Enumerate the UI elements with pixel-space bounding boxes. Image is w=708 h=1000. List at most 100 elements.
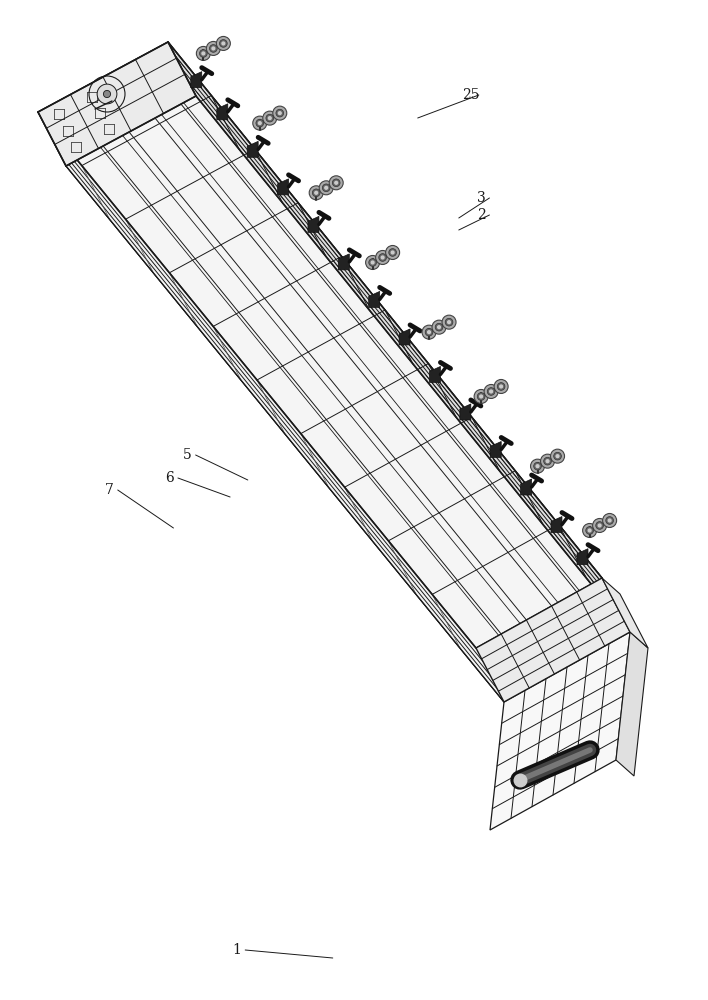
Circle shape (312, 189, 320, 197)
Circle shape (253, 116, 267, 130)
Circle shape (438, 326, 440, 329)
Circle shape (381, 256, 384, 259)
Polygon shape (217, 104, 228, 120)
Polygon shape (399, 329, 410, 345)
Circle shape (442, 315, 456, 329)
Circle shape (445, 318, 453, 326)
Circle shape (487, 388, 495, 395)
Circle shape (426, 328, 433, 336)
Circle shape (428, 331, 430, 334)
Polygon shape (38, 42, 602, 648)
Circle shape (273, 106, 287, 120)
Circle shape (544, 457, 552, 465)
Polygon shape (476, 578, 630, 702)
Circle shape (540, 454, 554, 468)
Text: 1: 1 (233, 943, 241, 957)
Circle shape (447, 321, 450, 324)
Circle shape (494, 379, 508, 393)
Circle shape (497, 383, 505, 390)
Polygon shape (38, 42, 196, 166)
Text: 6: 6 (166, 471, 174, 485)
Circle shape (593, 518, 607, 532)
Circle shape (202, 52, 205, 55)
Polygon shape (520, 479, 532, 495)
Circle shape (222, 42, 224, 45)
Polygon shape (66, 96, 630, 702)
Circle shape (263, 111, 277, 125)
Polygon shape (338, 254, 349, 270)
Text: 5: 5 (183, 448, 192, 462)
Circle shape (325, 186, 328, 189)
Polygon shape (247, 141, 258, 157)
Circle shape (586, 527, 593, 534)
Circle shape (598, 524, 601, 527)
Circle shape (278, 112, 281, 115)
Circle shape (500, 385, 503, 388)
Circle shape (369, 259, 377, 266)
Polygon shape (278, 179, 289, 195)
Circle shape (212, 47, 215, 50)
Circle shape (376, 250, 389, 264)
Polygon shape (308, 216, 319, 232)
Text: 25: 25 (462, 88, 479, 102)
Circle shape (435, 323, 443, 331)
Circle shape (583, 523, 597, 537)
Circle shape (477, 393, 485, 400)
Circle shape (210, 45, 217, 52)
Circle shape (276, 109, 284, 117)
Circle shape (432, 320, 446, 334)
Polygon shape (430, 366, 440, 382)
Circle shape (551, 449, 564, 463)
Circle shape (490, 390, 493, 393)
Text: 7: 7 (105, 483, 114, 497)
Circle shape (484, 384, 498, 398)
Circle shape (608, 519, 611, 522)
Text: 3: 3 (477, 191, 486, 205)
Circle shape (206, 41, 220, 55)
Circle shape (530, 459, 544, 473)
Circle shape (315, 191, 318, 194)
Circle shape (256, 119, 263, 127)
Circle shape (392, 251, 394, 254)
Circle shape (200, 50, 207, 57)
Circle shape (365, 255, 379, 269)
Circle shape (196, 46, 210, 60)
Polygon shape (490, 441, 501, 457)
Polygon shape (459, 404, 471, 420)
Circle shape (103, 90, 110, 98)
Circle shape (217, 36, 230, 50)
Circle shape (595, 522, 603, 529)
Circle shape (554, 452, 561, 460)
Circle shape (603, 513, 617, 527)
Circle shape (322, 184, 330, 192)
Circle shape (534, 462, 542, 470)
Circle shape (379, 254, 387, 261)
Circle shape (329, 176, 343, 190)
Polygon shape (616, 632, 648, 776)
Polygon shape (168, 42, 630, 632)
Circle shape (422, 325, 436, 339)
Circle shape (268, 117, 271, 120)
Circle shape (332, 179, 340, 187)
Circle shape (258, 122, 261, 125)
Polygon shape (369, 291, 379, 307)
Circle shape (319, 181, 333, 195)
Polygon shape (190, 72, 202, 88)
Circle shape (480, 395, 483, 398)
Circle shape (386, 245, 399, 259)
Text: 2: 2 (477, 208, 486, 222)
Circle shape (474, 389, 488, 403)
Polygon shape (577, 549, 588, 565)
Circle shape (219, 40, 227, 47)
Polygon shape (602, 578, 648, 648)
Circle shape (389, 249, 396, 256)
Circle shape (371, 261, 374, 264)
Circle shape (556, 455, 559, 458)
Circle shape (335, 181, 338, 184)
Circle shape (97, 84, 117, 104)
Polygon shape (551, 517, 562, 533)
Circle shape (309, 186, 323, 200)
Polygon shape (38, 112, 504, 702)
Circle shape (536, 465, 539, 468)
Polygon shape (490, 632, 630, 830)
